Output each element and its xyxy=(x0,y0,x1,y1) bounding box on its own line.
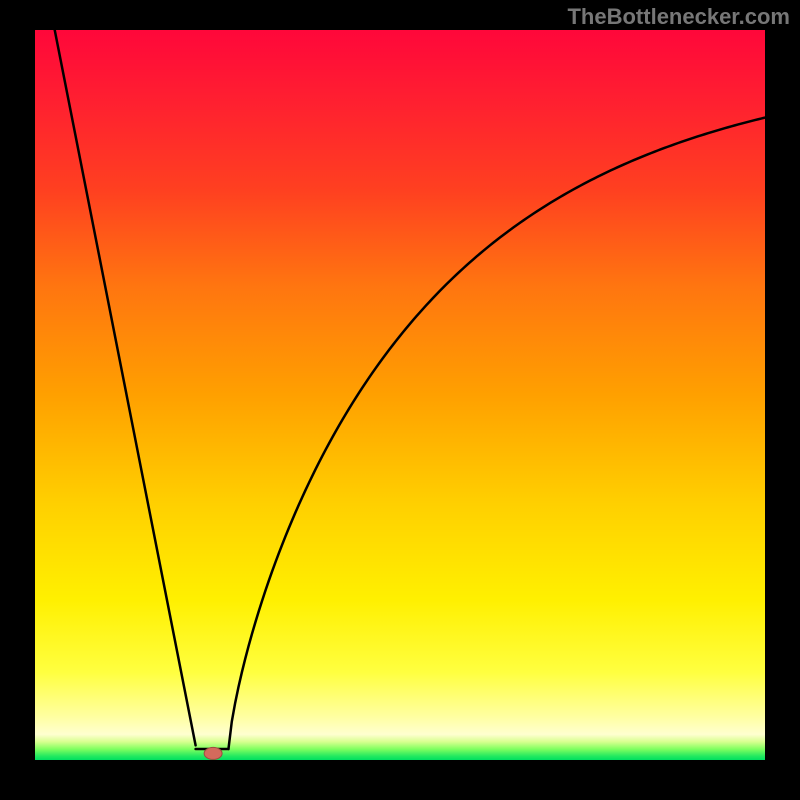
optimal-point-marker xyxy=(204,747,222,759)
plot-background xyxy=(35,30,765,760)
chart-stage: TheBottlenecker.com xyxy=(0,0,800,800)
watermark-text: TheBottlenecker.com xyxy=(567,4,790,30)
bottleneck-chart xyxy=(35,30,765,760)
